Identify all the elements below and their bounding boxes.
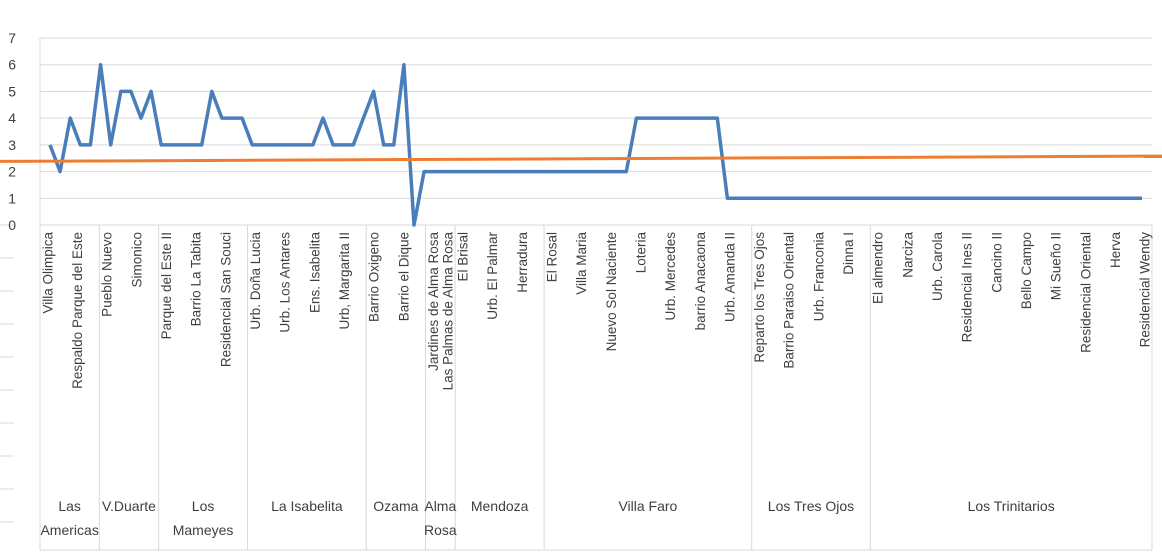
trend-line: [0, 154, 1162, 163]
group-label: Mameyes: [173, 522, 234, 538]
y-tick-label: 7: [8, 30, 16, 46]
category-label: Urb. Mercedes: [663, 232, 678, 321]
category-label: Barrio La Tabita: [189, 232, 204, 327]
category-label: Urb. Doña Lucia: [248, 232, 263, 330]
category-label: Residencial San Souci: [218, 232, 233, 367]
category-label: Jardines de Alma Rosa: [426, 232, 441, 371]
group-label: V.Duarte: [102, 498, 156, 514]
category-label: Mi Sueño II: [1049, 232, 1064, 300]
group-label: Los Trinitarios: [968, 498, 1055, 514]
category-label: Urb. Los Antares: [278, 232, 293, 333]
group-label: Alma: [424, 498, 456, 514]
category-label: El Rosal: [545, 232, 560, 282]
category-label: Cancino II: [989, 232, 1004, 293]
category-label: Narciza: [900, 232, 915, 278]
category-label: El almendro: [871, 232, 886, 304]
series-line: [48, 62, 1142, 227]
category-label: Residencial Oriental: [1078, 232, 1093, 353]
category-label: Urb. Carola: [930, 232, 945, 302]
category-label: Barrio el Dique: [396, 232, 411, 321]
group-label: La Isabelita: [271, 498, 343, 514]
category-label: Herradura: [515, 232, 530, 293]
category-label: Residencial Wendy: [1138, 232, 1153, 348]
category-label: Herva: [1108, 232, 1123, 269]
group-label: Los: [192, 498, 215, 514]
group-label: Los Tres Ojos: [768, 498, 854, 514]
category-label: Villa Maria: [574, 232, 589, 295]
category-label: Las Palmas de Alma Rosa: [441, 232, 456, 391]
group-label: Las: [58, 498, 81, 514]
category-label: Dinna I: [841, 232, 856, 275]
y-tick-label: 1: [8, 190, 16, 206]
y-tick-label: 6: [8, 57, 16, 73]
category-label: Parque del Este II: [159, 232, 174, 339]
category-label: Respaldo Parque del Este: [70, 232, 85, 389]
category-label: Nuevo Sol Naciente: [604, 232, 619, 351]
category-label: Barrio Oxigeno: [367, 232, 382, 322]
category-separators: [39, 225, 1153, 550]
category-label: Urb. Franconia: [811, 232, 826, 322]
group-label: Rosa: [424, 522, 457, 538]
group-label: Villa Faro: [618, 498, 677, 514]
y-axis-ticks: 0 1 2 3 4 5 6 7: [8, 30, 16, 233]
category-label: Pueblo Nuevo: [100, 232, 115, 317]
category-label: Bello Campo: [1019, 232, 1034, 309]
category-label: Loteria: [633, 232, 648, 274]
group-label: Ozama: [373, 498, 418, 514]
category-label: El Brisal: [456, 232, 471, 282]
category-label: Ens. Isabelita: [307, 232, 322, 314]
plot-lines: [0, 62, 1162, 227]
category-label: Residencial Ines II: [960, 232, 975, 342]
category-labels: Villa Olimpica Respaldo Parque del Este Pu…: [40, 232, 1152, 391]
category-label: Villa Olimpica: [40, 232, 55, 314]
category-label: Urb, Margarita II: [337, 232, 352, 330]
category-label: Urb. El Palmar: [485, 232, 500, 320]
y-tick-label: 4: [8, 110, 16, 126]
category-label: Reparto los Tres Ojos: [752, 232, 767, 363]
category-label: Urb. Amanda II: [722, 232, 737, 322]
y-tick-label: 5: [8, 83, 16, 99]
group-label: Americas: [40, 522, 98, 538]
group-label: Mendoza: [471, 498, 529, 514]
category-label: Barrio Paraiso Oriental: [782, 232, 797, 369]
category-label: Simonico: [129, 232, 144, 288]
category-label: barrio Anacaona: [693, 232, 708, 331]
y-tick-label: 2: [8, 164, 16, 180]
y-tick-label: 0: [8, 217, 16, 233]
y-tick-label: 3: [8, 137, 16, 153]
